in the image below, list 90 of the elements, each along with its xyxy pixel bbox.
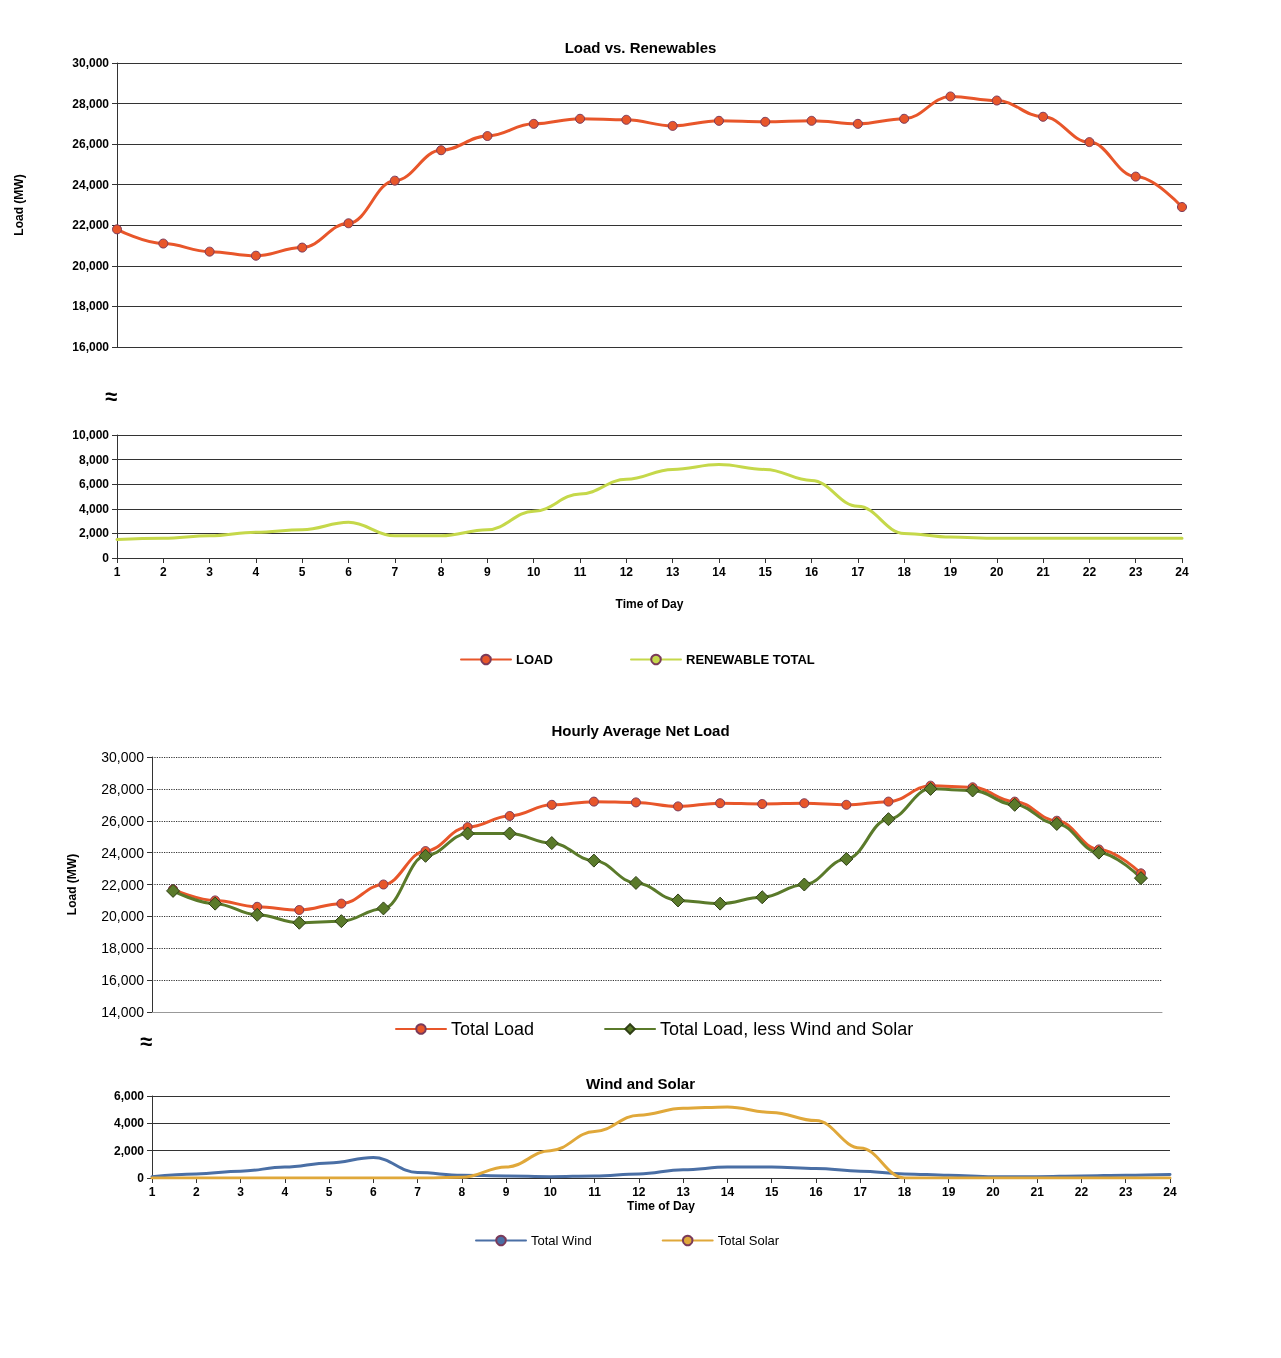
x-tick-label: 21 bbox=[1036, 565, 1051, 579]
y-tick-label: 30,000 bbox=[101, 749, 145, 765]
y-tick-label: 0 bbox=[102, 551, 110, 565]
x-tick-label: 22 bbox=[1074, 1185, 1089, 1199]
x-tick-label: 20 bbox=[990, 565, 1004, 579]
x-tick-label: 10 bbox=[527, 565, 541, 579]
y-tick-label: 4,000 bbox=[113, 1116, 145, 1131]
x-tick-label: 6 bbox=[369, 1185, 377, 1199]
x-tick-label: 11 bbox=[588, 1185, 602, 1199]
x-tick-label: 12 bbox=[619, 565, 634, 579]
y-tick-label: 2,000 bbox=[78, 526, 110, 541]
x-tick-label: 24 bbox=[1163, 1185, 1177, 1199]
y-tick-label: 0 bbox=[137, 1171, 145, 1185]
x-tick-label: 19 bbox=[943, 565, 958, 579]
y-tick-label: 6,000 bbox=[113, 1089, 145, 1103]
y-tick-label: 26,000 bbox=[72, 137, 110, 152]
x-tick-label: 11 bbox=[573, 565, 587, 579]
legend-label: LOAD bbox=[516, 652, 553, 667]
y-tick-label: 20,000 bbox=[101, 908, 145, 925]
y-tick-label: 8,000 bbox=[78, 452, 110, 467]
x-tick-label: 13 bbox=[676, 1185, 691, 1199]
x-tick-label: 14 bbox=[720, 1185, 735, 1199]
x-tick-label: 24 bbox=[1175, 565, 1189, 579]
x-tick-label: 23 bbox=[1119, 1185, 1133, 1199]
y-tick-label: 18,000 bbox=[101, 940, 145, 957]
legend-label: Total Load bbox=[451, 1019, 535, 1039]
x-tick-label: 16 bbox=[809, 1185, 823, 1199]
x-tick-label: 10 bbox=[543, 1185, 558, 1199]
legend-label: Total Load, less Wind and Solar bbox=[660, 1019, 914, 1039]
x-tick-label: 2 bbox=[192, 1185, 200, 1199]
x-tick-label: 4 bbox=[252, 565, 260, 579]
x-tick-label: 1 bbox=[113, 565, 121, 579]
y-tick-label: 10,000 bbox=[72, 428, 110, 442]
chart-title: Wind and Solar bbox=[585, 1075, 696, 1092]
x-tick-label: 17 bbox=[851, 565, 865, 579]
x-tick-label: 2 bbox=[159, 565, 167, 579]
x-tick-label: 9 bbox=[484, 565, 492, 579]
x-tick-label: 15 bbox=[758, 565, 773, 579]
x-tick-label: 4 bbox=[281, 1185, 289, 1199]
x-tick-label: 5 bbox=[298, 565, 306, 579]
x-tick-label: 9 bbox=[502, 1185, 510, 1199]
y-tick-label: 30,000 bbox=[72, 56, 110, 70]
y-tick-label: 22,000 bbox=[72, 218, 110, 233]
y-tick-label: 6,000 bbox=[78, 477, 110, 492]
x-tick-label: 13 bbox=[665, 565, 680, 579]
y-axis-title: Load (MW) bbox=[12, 174, 26, 236]
y-tick-label: 18,000 bbox=[72, 299, 110, 314]
x-tick-label: 17 bbox=[853, 1185, 868, 1199]
y-tick-label: 16,000 bbox=[72, 340, 110, 354]
x-tick-label: 22 bbox=[1082, 565, 1097, 579]
text: ≈ bbox=[105, 383, 118, 409]
x-tick-label: 8 bbox=[437, 565, 445, 579]
x-tick-label: 3 bbox=[237, 1185, 245, 1199]
x-tick-label: 5 bbox=[325, 1185, 333, 1199]
y-tick-label: 24,000 bbox=[101, 844, 145, 861]
y-tick-label: 22,000 bbox=[101, 876, 145, 893]
x-tick-label: 19 bbox=[942, 1185, 956, 1199]
y-tick-label: 28,000 bbox=[101, 780, 145, 797]
x-tick-label: 18 bbox=[897, 1185, 912, 1199]
x-tick-label: 1 bbox=[148, 1185, 156, 1199]
x-tick-label: 6 bbox=[345, 565, 353, 579]
y-tick-label: 14,000 bbox=[101, 1004, 145, 1020]
y-tick-label: 2,000 bbox=[113, 1143, 145, 1158]
x-tick-label: 7 bbox=[414, 1185, 422, 1199]
chart-title: Load vs. Renewables bbox=[564, 39, 717, 56]
legend-label: Total Solar bbox=[717, 1233, 780, 1248]
x-tick-label: 16 bbox=[804, 565, 819, 579]
x-axis-title: Time of Day bbox=[627, 1199, 696, 1213]
legend-label: Total Wind bbox=[531, 1233, 592, 1248]
x-tick-label: 20 bbox=[986, 1185, 1000, 1199]
x-tick-label: 3 bbox=[206, 565, 214, 579]
x-tick-label: 8 bbox=[458, 1185, 466, 1199]
x-tick-label: 12 bbox=[632, 1185, 646, 1199]
legend-label: RENEWABLE TOTAL bbox=[686, 652, 815, 667]
y-tick-label: 20,000 bbox=[72, 258, 110, 273]
x-tick-label: 7 bbox=[391, 565, 399, 579]
x-tick-label: 23 bbox=[1129, 565, 1143, 579]
chart-title: Hourly Average Net Load bbox=[551, 722, 730, 739]
x-axis-title: Time of Day bbox=[615, 597, 684, 611]
x-tick-label: 15 bbox=[764, 1185, 779, 1199]
y-tick-label: 4,000 bbox=[78, 501, 110, 516]
text: ≈ bbox=[140, 1028, 153, 1054]
y-tick-label: 26,000 bbox=[101, 812, 145, 829]
x-tick-label: 21 bbox=[1030, 1185, 1045, 1199]
y-tick-label: 24,000 bbox=[72, 177, 110, 192]
x-tick-label: 18 bbox=[897, 565, 912, 579]
y-tick-label: 28,000 bbox=[72, 96, 110, 111]
y-axis-title: Load (MW) bbox=[65, 853, 79, 916]
y-tick-label: 16,000 bbox=[101, 972, 145, 989]
x-tick-label: 14 bbox=[712, 565, 726, 579]
